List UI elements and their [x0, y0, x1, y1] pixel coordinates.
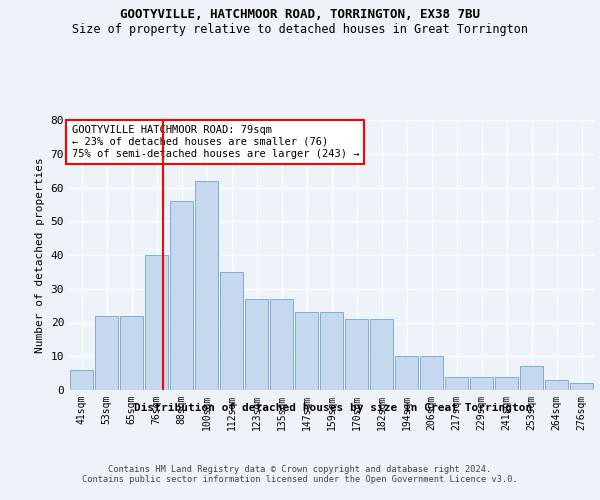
Bar — [270, 299, 293, 390]
Bar — [145, 255, 168, 390]
Bar — [70, 370, 93, 390]
Bar — [170, 201, 193, 390]
Bar — [245, 299, 268, 390]
Bar — [220, 272, 243, 390]
Bar — [420, 356, 443, 390]
Bar — [470, 376, 493, 390]
Bar — [95, 316, 118, 390]
Text: GOOTYVILLE HATCHMOOR ROAD: 79sqm
← 23% of detached houses are smaller (76)
75% o: GOOTYVILLE HATCHMOOR ROAD: 79sqm ← 23% o… — [71, 126, 359, 158]
Bar — [345, 319, 368, 390]
Text: Size of property relative to detached houses in Great Torrington: Size of property relative to detached ho… — [72, 22, 528, 36]
Bar — [295, 312, 318, 390]
Bar — [545, 380, 568, 390]
Bar — [520, 366, 543, 390]
Bar — [445, 376, 468, 390]
Bar — [395, 356, 418, 390]
Y-axis label: Number of detached properties: Number of detached properties — [35, 157, 45, 353]
Bar — [570, 383, 593, 390]
Bar — [495, 376, 518, 390]
Bar — [195, 180, 218, 390]
Bar — [120, 316, 143, 390]
Bar — [370, 319, 393, 390]
Text: Contains HM Land Registry data © Crown copyright and database right 2024.
Contai: Contains HM Land Registry data © Crown c… — [82, 465, 518, 484]
Text: Distribution of detached houses by size in Great Torrington: Distribution of detached houses by size … — [134, 402, 532, 412]
Text: GOOTYVILLE, HATCHMOOR ROAD, TORRINGTON, EX38 7BU: GOOTYVILLE, HATCHMOOR ROAD, TORRINGTON, … — [120, 8, 480, 20]
Bar — [320, 312, 343, 390]
